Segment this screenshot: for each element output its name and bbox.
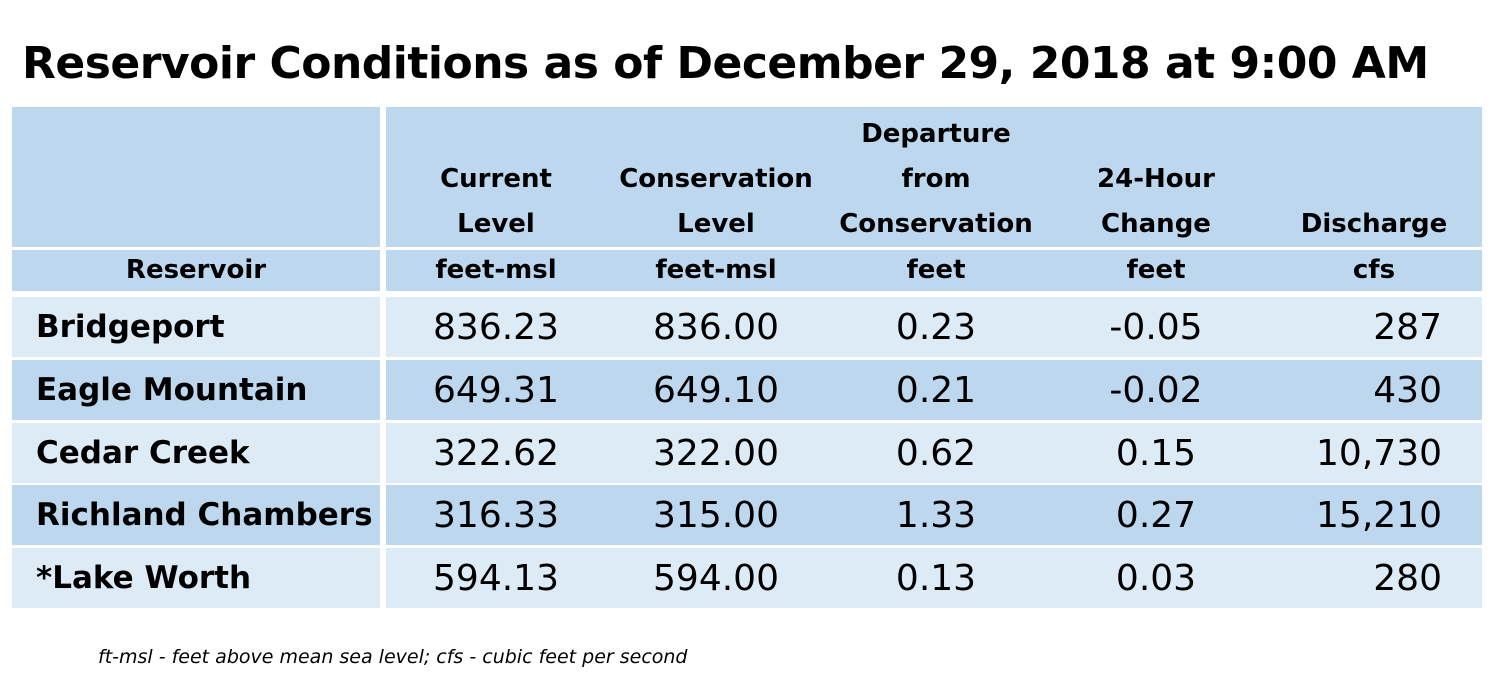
- change-24h-value: -0.02: [1109, 369, 1203, 411]
- reservoir-name: Eagle Mountain: [36, 372, 308, 408]
- current-level-value: 316.33: [433, 494, 559, 536]
- table-row: Eagle Mountain 649.31 649.10 0.21 -0.02 …: [12, 360, 1482, 420]
- unit-discharge: cfs: [1352, 255, 1396, 285]
- departure-value: 0.23: [895, 306, 977, 348]
- table-row: Richland Chambers 316.33 315.00 1.33 0.2…: [12, 485, 1482, 545]
- discharge-value: 280: [1373, 557, 1442, 599]
- departure-value: 0.21: [895, 369, 977, 411]
- reservoir-name: Bridgeport: [36, 309, 225, 345]
- conservation-level-value: 322.00: [653, 432, 779, 474]
- reservoir-name: Cedar Creek: [36, 435, 250, 471]
- unit-24h-change: feet: [1126, 255, 1186, 285]
- header-reservoir: [12, 107, 380, 247]
- change-24h-value: -0.05: [1109, 306, 1203, 348]
- reservoir-name: Richland Chambers: [36, 497, 373, 533]
- header-departure: Departure from Conservation: [839, 119, 1033, 239]
- conservation-level-value: 594.00: [653, 557, 779, 599]
- footnote: ft-msl - feet above mean sea level; cfs …: [98, 646, 688, 668]
- current-level-value: 649.31: [433, 369, 559, 411]
- discharge-value: 287: [1373, 306, 1442, 348]
- current-level-value: 594.13: [433, 557, 559, 599]
- departure-value: 0.13: [895, 557, 977, 599]
- conservation-level-value: 649.10: [653, 369, 779, 411]
- table-header-row: Current Level Conservation Level Departu…: [12, 107, 1482, 247]
- page-title: Reservoir Conditions as of December 29, …: [22, 38, 1429, 89]
- change-24h-value: 0.15: [1115, 432, 1197, 474]
- header-discharge: Discharge: [1300, 209, 1448, 239]
- current-level-value: 322.62: [433, 432, 559, 474]
- header-current-level: Current Level: [440, 164, 552, 239]
- table-row: Cedar Creek 322.62 322.00 0.62 0.15 10,7…: [12, 423, 1482, 483]
- discharge-value: 15,210: [1316, 494, 1442, 536]
- conservation-level-value: 836.00: [653, 306, 779, 348]
- departure-value: 1.33: [895, 494, 977, 536]
- table-row: *Lake Worth 594.13 594.00 0.13 0.03 280: [12, 548, 1482, 608]
- departure-value: 0.62: [895, 432, 977, 474]
- discharge-value: 10,730: [1316, 432, 1442, 474]
- change-24h-value: 0.27: [1115, 494, 1197, 536]
- table-units-row: Reservoir feet-msl feet-msl feet feet cf…: [12, 250, 1482, 291]
- reservoir-name: *Lake Worth: [36, 560, 252, 596]
- current-level-value: 836.23: [433, 306, 559, 348]
- unit-current-level: feet-msl: [435, 255, 557, 285]
- header-conservation-level: Conservation Level: [619, 164, 813, 239]
- table-row: Bridgeport 836.23 836.00 0.23 -0.05 287: [12, 297, 1482, 357]
- header-reservoir-label: Reservoir: [125, 255, 267, 285]
- unit-departure: feet: [906, 255, 966, 285]
- conservation-level-value: 315.00: [653, 494, 779, 536]
- discharge-value: 430: [1373, 369, 1442, 411]
- unit-conservation-level: feet-msl: [655, 255, 777, 285]
- change-24h-value: 0.03: [1115, 557, 1197, 599]
- header-24h-change: 24-Hour Change: [1097, 164, 1215, 239]
